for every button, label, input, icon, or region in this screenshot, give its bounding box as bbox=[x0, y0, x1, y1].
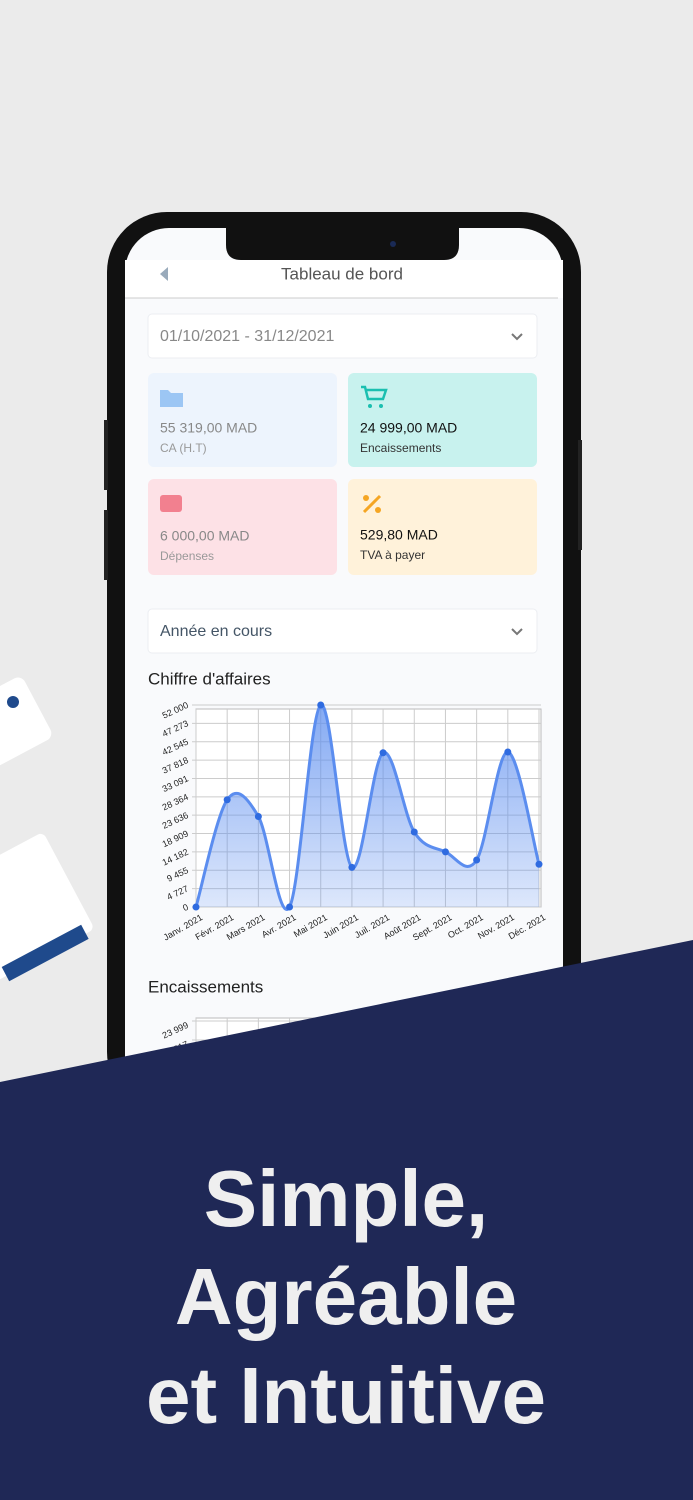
y-tick-label: 0 bbox=[181, 902, 190, 913]
card-label: Dépenses bbox=[160, 549, 214, 563]
phone-button bbox=[104, 420, 108, 490]
phone-button bbox=[104, 510, 108, 580]
tagline: Agréable bbox=[175, 1252, 517, 1341]
chart-title: Encaissements bbox=[148, 977, 263, 996]
percent-icon bbox=[363, 495, 369, 501]
point bbox=[535, 860, 543, 868]
chevron bbox=[511, 333, 523, 341]
card-label: Encaissements bbox=[360, 441, 441, 455]
point bbox=[254, 812, 262, 820]
cart-icon bbox=[379, 404, 383, 408]
banner bbox=[0, 940, 693, 1500]
card-label: TVA à payer bbox=[360, 548, 425, 562]
tagline: et Intuitive bbox=[146, 1351, 546, 1440]
date-range: 01/10/2021 - 31/12/2021 bbox=[160, 328, 334, 345]
cart-icon bbox=[361, 385, 388, 401]
point bbox=[317, 701, 325, 709]
phone-button bbox=[578, 440, 582, 550]
point bbox=[223, 796, 231, 804]
card[interactable] bbox=[148, 479, 337, 575]
wallet-icon bbox=[160, 495, 182, 512]
card[interactable] bbox=[348, 479, 537, 575]
point bbox=[441, 848, 449, 856]
notch bbox=[226, 228, 459, 260]
point bbox=[410, 828, 418, 836]
period: Année en cours bbox=[160, 623, 272, 640]
camera bbox=[390, 241, 396, 247]
app-header bbox=[125, 260, 563, 298]
folder-icon bbox=[160, 390, 183, 407]
device-button bbox=[1, 924, 89, 982]
card-label: CA (H.T) bbox=[160, 441, 207, 455]
screen-title: Tableau de bord bbox=[281, 264, 403, 283]
point bbox=[286, 903, 294, 911]
icon bbox=[7, 696, 19, 708]
chart-title: Chiffre d'affaires bbox=[148, 669, 271, 688]
card[interactable] bbox=[348, 373, 537, 467]
device-decoration bbox=[0, 677, 52, 781]
tagline: Simple, bbox=[204, 1154, 489, 1243]
point bbox=[379, 749, 387, 757]
point bbox=[348, 863, 356, 871]
period-dropdown[interactable] bbox=[147, 608, 538, 654]
point bbox=[473, 856, 481, 864]
date-dropdown[interactable] bbox=[147, 313, 538, 359]
cart-icon bbox=[368, 404, 372, 408]
back-button[interactable] bbox=[160, 267, 168, 281]
card-amount: 6 000,00 MAD bbox=[160, 528, 250, 544]
card[interactable] bbox=[148, 373, 337, 467]
point bbox=[504, 748, 512, 756]
phone-screen bbox=[125, 228, 563, 1108]
card-amount: 24 999,00 MAD bbox=[360, 420, 457, 436]
card-amount: 55 319,00 MAD bbox=[160, 420, 257, 436]
chevron bbox=[511, 628, 523, 636]
percent-icon bbox=[375, 507, 381, 513]
percent-icon bbox=[362, 494, 382, 514]
point bbox=[192, 903, 200, 911]
device-decoration bbox=[0, 833, 93, 998]
card-amount: 529,80 MAD bbox=[360, 527, 438, 543]
